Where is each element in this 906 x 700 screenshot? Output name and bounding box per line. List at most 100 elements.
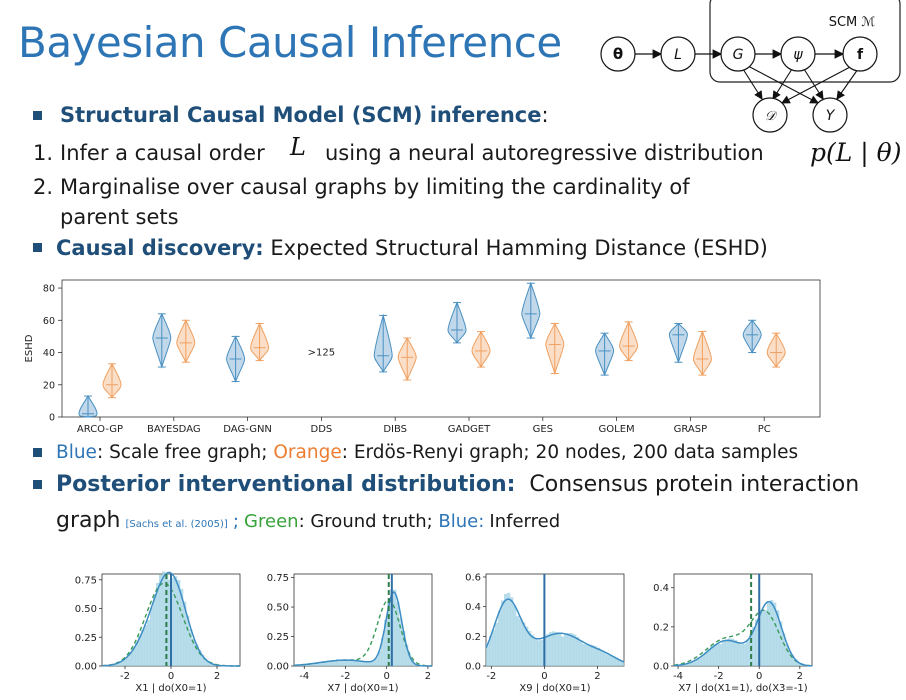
bullet-icon <box>33 480 42 489</box>
histogram-bar <box>752 627 756 666</box>
legend-blue-inferred: Blue: <box>438 511 485 532</box>
section1-item2-num: 2. <box>33 175 54 199</box>
section1-item1-a: Infer a causal order <box>60 141 265 165</box>
histogram-bar <box>177 580 181 666</box>
y-tick-label: 0.4 <box>653 583 669 594</box>
histogram-bar <box>324 661 328 666</box>
x-tick-label: DIBS <box>383 424 407 435</box>
histogram-bar <box>773 602 777 666</box>
histogram-bar <box>318 662 322 666</box>
histogram-bar <box>734 640 738 666</box>
node-D: 𝒟 <box>752 97 788 133</box>
y-tick-label: 0.0 <box>653 662 669 673</box>
x-axis-label: X7 | do(X0=1) <box>327 683 398 694</box>
histogram-bar <box>498 610 502 666</box>
x-tick-label: BAYESDAG <box>147 424 201 435</box>
histogram-bar <box>486 642 490 666</box>
histogram-bar <box>594 646 598 666</box>
section1-item1-b: using a neural autoregressive distributi… <box>325 141 764 165</box>
x-tick-label: -4 <box>673 671 683 682</box>
histogram-bar <box>785 644 789 666</box>
legend-green: Green <box>244 511 299 532</box>
histogram-bar <box>546 634 550 666</box>
histogram-bar <box>549 632 553 666</box>
histogram-bar <box>366 661 370 666</box>
histogram-bar <box>372 660 376 666</box>
histogram-bar <box>330 661 334 666</box>
histogram-bar <box>138 635 142 666</box>
histogram-bar <box>375 657 379 666</box>
section3-heading: Posterior interventional distribution: <box>56 472 516 497</box>
node-psi: ψ <box>780 36 816 72</box>
svg-text:f: f <box>857 47 864 63</box>
section1-item2-line2: parent sets <box>60 205 179 229</box>
histogram-bar <box>360 660 364 666</box>
histogram-bar <box>716 643 720 666</box>
y-tick-label: 0.25 <box>75 633 97 644</box>
histogram-bar <box>399 618 403 666</box>
histogram-bar <box>618 659 622 666</box>
histogram-bar <box>501 600 505 666</box>
x-tick-label: GRASP <box>674 424 708 435</box>
x-tick-label: 2 <box>425 671 431 682</box>
histogram-bar <box>204 658 208 666</box>
histogram-bar <box>701 655 705 666</box>
inferred-curve <box>673 600 813 667</box>
y-tick-label: 20 <box>43 380 55 391</box>
histogram-bar <box>767 602 771 666</box>
histogram-bar <box>150 607 154 666</box>
histogram-bar <box>537 640 541 666</box>
x-tick-label: -2 <box>486 671 496 682</box>
histogram-bar <box>689 662 693 666</box>
histogram-bar <box>534 637 538 666</box>
histogram-bar <box>201 654 205 666</box>
histogram-bar <box>567 633 571 666</box>
x-axis-label: X1 | do(X0=1) <box>135 683 206 694</box>
histogram-bar <box>174 576 178 666</box>
histogram-bar <box>114 663 118 666</box>
histogram-bar <box>165 573 169 666</box>
histogram-bar <box>719 644 723 666</box>
annotation: >125 <box>308 348 335 359</box>
section3-line2: graph [Sachs et al. (2005)] ; Green: Gro… <box>56 508 561 533</box>
histogram-bar <box>555 632 559 666</box>
y-tick-label: 80 <box>43 284 55 295</box>
histogram-bar <box>621 661 625 666</box>
histogram-bar <box>704 652 708 666</box>
y-tick-label: 0.25 <box>267 632 289 643</box>
histogram-bar <box>132 647 136 666</box>
plot-frame <box>61 279 821 418</box>
x-tick-label: -2 <box>341 671 351 682</box>
svg-text:ψ: ψ <box>793 47 803 63</box>
histogram-bar <box>192 638 196 666</box>
x-tick-label: -2 <box>714 671 724 682</box>
bullet-icon <box>33 243 42 252</box>
histogram-bar <box>737 642 741 666</box>
svg-text:𝒟: 𝒟 <box>765 109 778 124</box>
histogram-bar <box>761 609 765 666</box>
histogram-bar <box>540 640 544 666</box>
histogram-bar <box>591 645 595 666</box>
histogram-bar <box>600 649 604 666</box>
histogram-bar <box>210 663 214 666</box>
histogram-bar <box>597 647 601 666</box>
histogram-bar <box>369 661 373 666</box>
histogram-bar <box>740 644 744 666</box>
y-tick-label: 0.00 <box>75 662 97 673</box>
histogram-bar <box>123 659 127 666</box>
legend-line: Blue: Scale free graph; Orange: Erdös-Re… <box>56 442 799 463</box>
x-axis-label: X7 | do(X1=1), do(X3=-1) <box>678 683 807 694</box>
legend-blue: Blue <box>56 442 97 463</box>
plot-frame <box>293 573 433 667</box>
math-formula: p(L | θ) <box>810 138 902 167</box>
histogram-bar <box>755 619 759 666</box>
y-tick-label: 0.4 <box>465 602 481 613</box>
histogram-bar <box>306 664 310 666</box>
histogram-bar <box>564 634 568 666</box>
histogram-bar <box>156 582 160 666</box>
node-Y: Y <box>812 97 848 133</box>
x-axis-label: X9 | do(X0=1) <box>519 683 590 694</box>
histogram-bar <box>411 661 415 666</box>
histogram-bar <box>722 641 726 666</box>
histogram-bar <box>788 650 792 666</box>
